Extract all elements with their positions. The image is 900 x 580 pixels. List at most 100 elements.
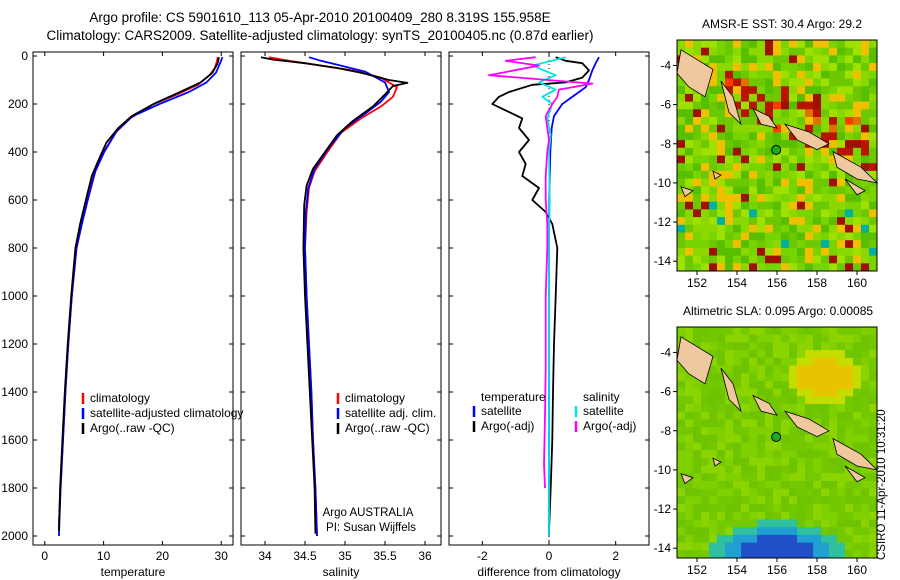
map-cell <box>709 380 718 390</box>
map-cell <box>797 465 806 474</box>
map-cell <box>749 170 758 180</box>
map-cell <box>821 527 830 536</box>
map-cell <box>773 334 782 343</box>
map-cell <box>837 427 846 436</box>
map-cell <box>829 40 838 49</box>
map-cell <box>725 209 734 218</box>
map-cell <box>685 209 694 218</box>
map-cell <box>725 481 734 490</box>
legend-label: satellite <box>583 404 624 418</box>
map-cell <box>845 504 854 513</box>
map-cell <box>701 224 710 233</box>
map-cell <box>685 170 694 180</box>
map-cell <box>805 201 814 210</box>
map-cell <box>837 504 846 513</box>
map-cell <box>861 263 870 272</box>
map-cell <box>717 155 726 164</box>
map-cell <box>797 247 806 257</box>
map-cell <box>853 101 862 110</box>
map-cell <box>813 481 822 490</box>
map-cell <box>741 419 750 428</box>
map-cell <box>725 496 734 505</box>
map-cell <box>869 186 878 195</box>
map-cell <box>685 511 694 520</box>
map-cell <box>789 40 798 49</box>
y-tick-label: 800 <box>8 241 28 255</box>
map-cell <box>781 101 790 110</box>
map-cell <box>805 396 814 405</box>
land-island <box>832 437 879 471</box>
map-cell <box>677 163 686 172</box>
map-cell <box>869 109 878 118</box>
map-cell <box>845 186 854 195</box>
map-cell <box>789 132 798 141</box>
series-line-argo-raw-qc- <box>58 57 220 532</box>
map-cell <box>717 442 726 451</box>
map-cell <box>853 342 862 351</box>
map-cell <box>757 224 766 233</box>
map-cell <box>821 194 830 203</box>
map-cell <box>821 496 830 505</box>
map-cell <box>861 247 870 257</box>
map-cell <box>813 334 822 343</box>
map-cell <box>693 101 702 110</box>
map-cell <box>677 473 686 482</box>
map-cell <box>741 78 750 87</box>
map-cell <box>709 40 718 49</box>
map-cell <box>797 496 806 505</box>
map-cell <box>869 442 878 451</box>
map-cell <box>797 201 806 210</box>
map-cell <box>837 481 846 490</box>
map-cell <box>733 224 742 233</box>
map-cell <box>733 450 742 459</box>
map-cell <box>773 155 782 164</box>
map-cell <box>797 209 806 218</box>
map-cell <box>837 40 846 49</box>
map-cell <box>717 396 726 405</box>
map-cell <box>725 419 734 428</box>
map-cell <box>685 380 694 390</box>
map-cell <box>685 155 694 164</box>
map-cell <box>677 388 686 397</box>
map-cell <box>749 132 758 141</box>
map-cell <box>853 55 862 64</box>
map-cell <box>861 124 870 133</box>
map-cell <box>701 170 710 180</box>
map-cell <box>869 194 878 203</box>
map-cell <box>837 201 846 210</box>
map-cell <box>709 450 718 459</box>
map-cell <box>685 263 694 272</box>
map-cell <box>869 488 878 497</box>
x-axis-label: salinity <box>323 565 360 579</box>
map-cell <box>709 534 718 544</box>
map-cell <box>741 155 750 164</box>
map-cell <box>701 496 710 505</box>
map-cell <box>741 350 750 359</box>
map-cell <box>829 240 838 249</box>
map-cell <box>797 511 806 520</box>
map-cell <box>693 255 702 264</box>
map-cell <box>677 481 686 490</box>
map-cell <box>789 396 798 405</box>
map-cell <box>869 380 878 390</box>
map-cell <box>733 247 742 257</box>
map-cell <box>829 163 838 172</box>
map-cell <box>781 350 790 359</box>
x-tick-label: 152 <box>687 563 707 577</box>
map-cell <box>765 124 774 133</box>
map-cell <box>869 550 878 559</box>
map-cell <box>717 163 726 172</box>
map-cell <box>717 404 726 413</box>
map-cell <box>757 240 766 249</box>
map-cell <box>805 178 814 187</box>
map-cell <box>717 380 726 390</box>
map-cell <box>677 247 686 257</box>
map-cell <box>789 186 798 195</box>
map-cell <box>797 488 806 497</box>
map-cell <box>717 427 726 436</box>
map-cell <box>821 109 830 118</box>
map-cell <box>693 334 702 343</box>
map-cell <box>725 194 734 203</box>
map-cell <box>701 263 710 272</box>
map-cell <box>805 70 814 79</box>
